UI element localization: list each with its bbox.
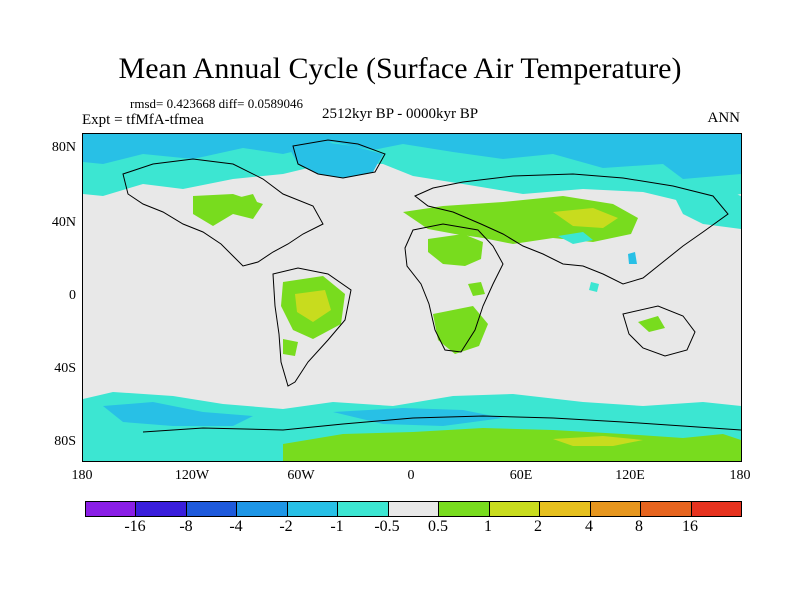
s-america-coastal-warm xyxy=(283,339,298,356)
lon-label-60w: 60W xyxy=(287,468,315,483)
greenland-anomaly xyxy=(288,142,383,178)
n-america-warm-2 xyxy=(233,194,258,206)
colorbar-label: -8 xyxy=(179,518,193,535)
colorbar-label: -0.5 xyxy=(374,518,400,535)
s-africa-warm-2 xyxy=(468,282,485,296)
period-label: 2512kyr BP - 0000kyr BP xyxy=(321,106,479,122)
coastlines xyxy=(122,139,741,433)
antarctica-warm xyxy=(283,428,741,461)
ne-asia-anomaly xyxy=(673,189,741,229)
philippines-cool-patch xyxy=(628,252,637,264)
colorbar-cell xyxy=(86,502,137,516)
colorbar-cell xyxy=(540,502,591,516)
map-panel xyxy=(82,133,742,462)
world-map xyxy=(83,134,741,461)
australia-warm xyxy=(638,316,665,332)
colorbar-cell xyxy=(287,502,339,516)
colorbar-cell xyxy=(136,502,187,516)
colorbar-cell xyxy=(388,502,440,516)
colorbar-cell xyxy=(186,502,238,516)
lon-label-120e: 120E xyxy=(615,468,645,483)
southern-ocean-anomaly-strong xyxy=(103,402,253,426)
antarctica-warm-strong xyxy=(553,436,643,446)
colorbar xyxy=(85,501,742,517)
s-america-warm-strong xyxy=(295,290,331,322)
lon-label-0: 0 xyxy=(407,468,415,483)
colorbar-label: 0.5 xyxy=(428,518,448,535)
se-asia-cool-patch xyxy=(589,282,599,292)
s-africa-warm xyxy=(433,306,488,354)
colorbar-cell xyxy=(590,502,642,516)
colorbar-label: -1 xyxy=(330,518,344,535)
lat-label-0: 0 xyxy=(69,288,76,303)
lat-label-80n: 80N xyxy=(51,140,76,155)
lat-label-80s: 80S xyxy=(54,434,76,449)
colorbar-label: 8 xyxy=(635,518,643,535)
colorbar-label: 1 xyxy=(484,518,492,535)
lat-label-40n: 40N xyxy=(51,215,76,230)
colorbar-label: -16 xyxy=(124,518,146,535)
n-africa-warm xyxy=(428,234,483,266)
colorbar-cell xyxy=(489,502,541,516)
lon-label-120w: 120W xyxy=(174,468,210,483)
colorbar-cell xyxy=(641,502,692,516)
colorbar-label: 2 xyxy=(534,518,542,535)
eurasia-warm xyxy=(403,196,638,244)
colorbar-label: -4 xyxy=(229,518,243,535)
colorbar-label: 16 xyxy=(682,518,698,535)
colorbar-cell xyxy=(338,502,389,516)
lon-label-180e: 180 xyxy=(729,468,751,483)
colorbar-label: -2 xyxy=(279,518,293,535)
colorbar-cell xyxy=(691,502,742,516)
lon-label-60e: 60E xyxy=(509,468,533,483)
season-label: ANN xyxy=(707,110,741,126)
colorbar-label: 4 xyxy=(585,518,593,535)
eurasia-warm-strong xyxy=(553,208,618,228)
plot-title: Mean Annual Cycle (Surface Air Temperatu… xyxy=(118,52,682,85)
stats-label: rmsd= 0.423668 diff= 0.0589046 xyxy=(130,96,303,111)
experiment-label: Expt = tfMfA-tfmea xyxy=(82,112,204,128)
lon-label-180w: 180 xyxy=(71,468,93,483)
colorbar-cell xyxy=(439,502,490,516)
lat-label-40s: 40S xyxy=(54,361,76,376)
colorbar-cell xyxy=(237,502,288,516)
arctic-anomaly-strong xyxy=(83,134,741,179)
asia-cool-patch xyxy=(558,232,593,244)
